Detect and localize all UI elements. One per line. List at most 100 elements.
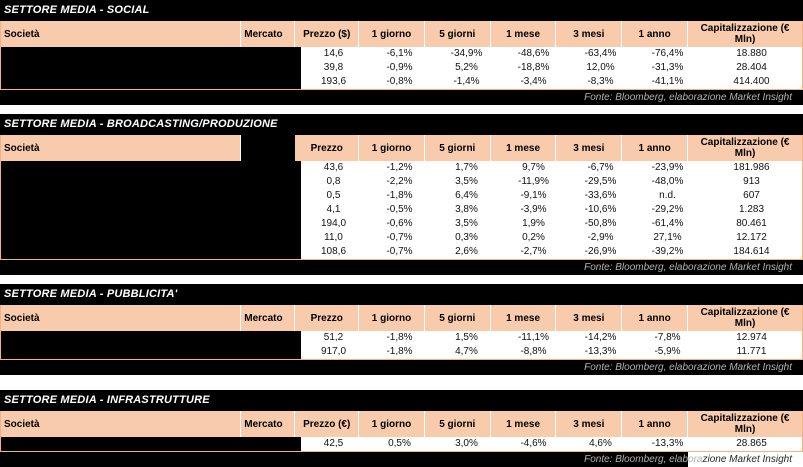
data-cell-prezzo: 0,8 bbox=[326, 176, 341, 187]
data-cell-prezzo: 14,6 bbox=[323, 48, 344, 59]
source-note-on-white: zione Market Insight bbox=[702, 454, 793, 465]
data-cell-1-giorno: -0,9% bbox=[386, 62, 413, 73]
source-note: Fonte: Bloomberg, elaborazione Market In… bbox=[584, 262, 792, 273]
data-cell-3-mesi: -14,2% bbox=[584, 332, 617, 343]
data-cell-5-giorni: 3,5% bbox=[455, 176, 478, 187]
table-row: 11,0 -0,7% 0,3% 0,2% -2,9% 27,1% 12.172 bbox=[1, 231, 802, 245]
data-cell-1-mese: -3,4% bbox=[520, 76, 547, 87]
data-cell-1-mese: 0,2% bbox=[522, 232, 545, 243]
header-cell-3-mesi: 3 mesi bbox=[556, 135, 623, 161]
footer-black-bar bbox=[0, 452, 688, 467]
header-row: Società Mercato Prezzo 1 giorno 5 giorni 1 me… bbox=[1, 305, 802, 331]
header-cell-societa: Società bbox=[1, 21, 242, 47]
table-row: 42,5 0,5% 3,0% -4,6% 4,6% -13,3% 28.865 bbox=[1, 437, 802, 451]
header-cell-1-giorno: 1 giorno bbox=[359, 135, 425, 161]
redacted-societa-mercato-cell bbox=[1, 175, 301, 189]
table-row: 51,2 -1,8% 1,5% -11,1% -14,2% -7,8% 12.974 bbox=[1, 331, 802, 345]
header-cell-societa: Società bbox=[1, 135, 242, 161]
header-cell-prezzo: Prezzo bbox=[295, 305, 360, 331]
data-cell-capitalizzazione: 607 bbox=[743, 190, 760, 201]
data-cell-capitalizzazione: 11.771 bbox=[736, 346, 767, 357]
table-row: 193,6 -0,8% -1,4% -3,4% -8,3% -41,1% 414.400 bbox=[1, 75, 802, 89]
table-body: Società Prezzo 1 giorno 5 giorni 1 mese 3 mes… bbox=[0, 135, 803, 260]
data-cell-1-anno: -61,4% bbox=[651, 218, 684, 229]
redacted-societa-mercato-cell bbox=[1, 61, 301, 75]
table-row: 4,1 -0,5% 3,8% -3,9% -10,6% -29,2% 1.283 bbox=[1, 203, 802, 217]
table-title-pubblicita: SETTORE MEDIA - PUBBLICITA' bbox=[0, 284, 803, 305]
redacted-societa-mercato-cell bbox=[1, 217, 301, 231]
header-cell-1-mese: 1 mese bbox=[491, 21, 557, 47]
data-cell-prezzo: 917,0 bbox=[320, 346, 347, 357]
data-cell-1-giorno: -0,7% bbox=[386, 232, 413, 243]
source-note: Fonte: Bloomberg, elaborazione Market In… bbox=[584, 452, 792, 467]
data-cell-capitalizzazione: 12.974 bbox=[736, 332, 767, 343]
table-row: 39,8 -0,9% 5,2% -18,8% 12,0% -31,3% 28.404 bbox=[1, 61, 802, 75]
source-footer: Fonte: Bloomberg, elaborazione Market In… bbox=[0, 260, 803, 275]
header-cell-mercato: Mercato bbox=[241, 305, 296, 331]
header-cell-3-mesi: 3 mesi bbox=[556, 305, 623, 331]
header-cell-1-mese: 1 mese bbox=[491, 411, 557, 437]
data-cell-1-giorno: -2,2% bbox=[386, 176, 413, 187]
table-body: Società Mercato Prezzo ($) 1 giorno 5 giorni… bbox=[0, 21, 803, 90]
data-cell-1-giorno: -0,6% bbox=[386, 218, 413, 229]
data-cell-1-anno: -29,2% bbox=[651, 204, 684, 215]
header-cell-prezzo: Prezzo ($) bbox=[295, 21, 360, 47]
data-cell-5-giorni: 1,7% bbox=[455, 162, 478, 173]
header-cell-1-giorno: 1 giorno bbox=[359, 305, 425, 331]
redacted-societa-mercato-cell bbox=[1, 331, 301, 345]
data-cell-3-mesi: -50,8% bbox=[584, 218, 617, 229]
data-cell-capitalizzazione: 1.283 bbox=[738, 204, 765, 215]
header-cell-5-giorni: 5 giorni bbox=[425, 135, 491, 161]
header-cell-mercato: Mercato bbox=[241, 21, 296, 47]
header-cell-prezzo: Prezzo (€) bbox=[295, 411, 360, 437]
source-note: Fonte: Bloomberg, elaborazione Market In… bbox=[584, 362, 792, 373]
data-cell-1-giorno: -1,2% bbox=[386, 162, 413, 173]
data-cell-prezzo: 11,0 bbox=[324, 232, 343, 243]
data-cell-capitalizzazione: 80.461 bbox=[736, 218, 767, 229]
data-cell-1-giorno: -6,1% bbox=[386, 48, 413, 59]
table-row: 14,6 -6,1% -34,9% -48,6% -63,4% -76,4% 18.880 bbox=[1, 47, 802, 61]
data-cell-1-anno: n.d. bbox=[659, 190, 676, 201]
header-cell-capitalizzazione: Capitalizzazione (€ Mln) bbox=[700, 307, 790, 329]
data-cell-capitalizzazione: 181.986 bbox=[733, 162, 770, 173]
data-cell-1-mese: -11,9% bbox=[518, 176, 549, 187]
table-title-infrastrutture: SETTORE MEDIA - INFRASTRUTTURE bbox=[0, 390, 803, 411]
table-row: 108,6 -0,7% 2,6% -2,7% -26,9% -39,2% 184.614 bbox=[1, 245, 802, 259]
source-footer: Fonte: Bloomberg, elaborazione Market In… bbox=[0, 452, 803, 467]
data-cell-5-giorni: 3,0% bbox=[455, 438, 478, 449]
data-cell-5-giorni: -1,4% bbox=[453, 76, 480, 87]
data-cell-1-giorno: 0,5% bbox=[388, 438, 411, 449]
data-cell-1-mese: -11,1% bbox=[518, 332, 549, 343]
header-cell-1-anno: 1 anno bbox=[622, 21, 689, 47]
header-cell-1-mese: 1 mese bbox=[491, 135, 557, 161]
header-cell-capitalizzazione: Capitalizzazione (€ Mln) bbox=[700, 23, 790, 45]
data-cell-1-anno: -41,1% bbox=[651, 76, 684, 87]
table-row: 917,0 -1,8% 4,7% -8,8% -13,3% -5,9% 11.771 bbox=[1, 345, 802, 359]
data-cell-1-anno: -48,0% bbox=[651, 176, 684, 187]
table-body: Società Mercato Prezzo (€) 1 giorno 5 giorni… bbox=[0, 411, 803, 452]
data-cell-5-giorni: 2,6% bbox=[455, 246, 478, 257]
table-row: 43,6 -1,2% 1,7% 9,7% -6,7% -23,9% 181.986 bbox=[1, 161, 802, 175]
data-cell-capitalizzazione: 12.172 bbox=[736, 232, 767, 243]
header-cell-5-giorni: 5 giorni bbox=[425, 411, 491, 437]
data-cell-1-mese: 1,9% bbox=[522, 218, 545, 229]
data-cell-prezzo: 39,8 bbox=[323, 62, 344, 73]
data-cell-3-mesi: -63,4% bbox=[584, 48, 617, 59]
header-cell-3-mesi: 3 mesi bbox=[556, 21, 623, 47]
data-cell-3-mesi: -33,6% bbox=[584, 190, 617, 201]
data-cell-capitalizzazione: 913 bbox=[743, 176, 760, 187]
header-cell-5-giorni: 5 giorni bbox=[425, 21, 491, 47]
header-cell-prezzo: Prezzo bbox=[295, 135, 360, 161]
data-cell-prezzo: 193,6 bbox=[320, 76, 347, 87]
data-cell-3-mesi: 4,6% bbox=[589, 438, 612, 449]
data-cell-prezzo: 42,5 bbox=[323, 438, 344, 449]
sector-table-infrastrutture: SETTORE MEDIA - INFRASTRUTTURE Società Mer… bbox=[0, 390, 803, 467]
data-cell-5-giorni: 0,3% bbox=[455, 232, 478, 243]
data-cell-1-anno: -7,8% bbox=[654, 332, 681, 343]
data-cell-3-mesi: -13,3% bbox=[584, 346, 617, 357]
data-cell-1-mese: -2,7% bbox=[520, 246, 547, 257]
header-cell-3-mesi: 3 mesi bbox=[556, 411, 623, 437]
header-cell-capitalizzazione: Capitalizzazione (€ Mln) bbox=[700, 137, 790, 159]
data-cell-3-mesi: -29,5% bbox=[584, 176, 617, 187]
